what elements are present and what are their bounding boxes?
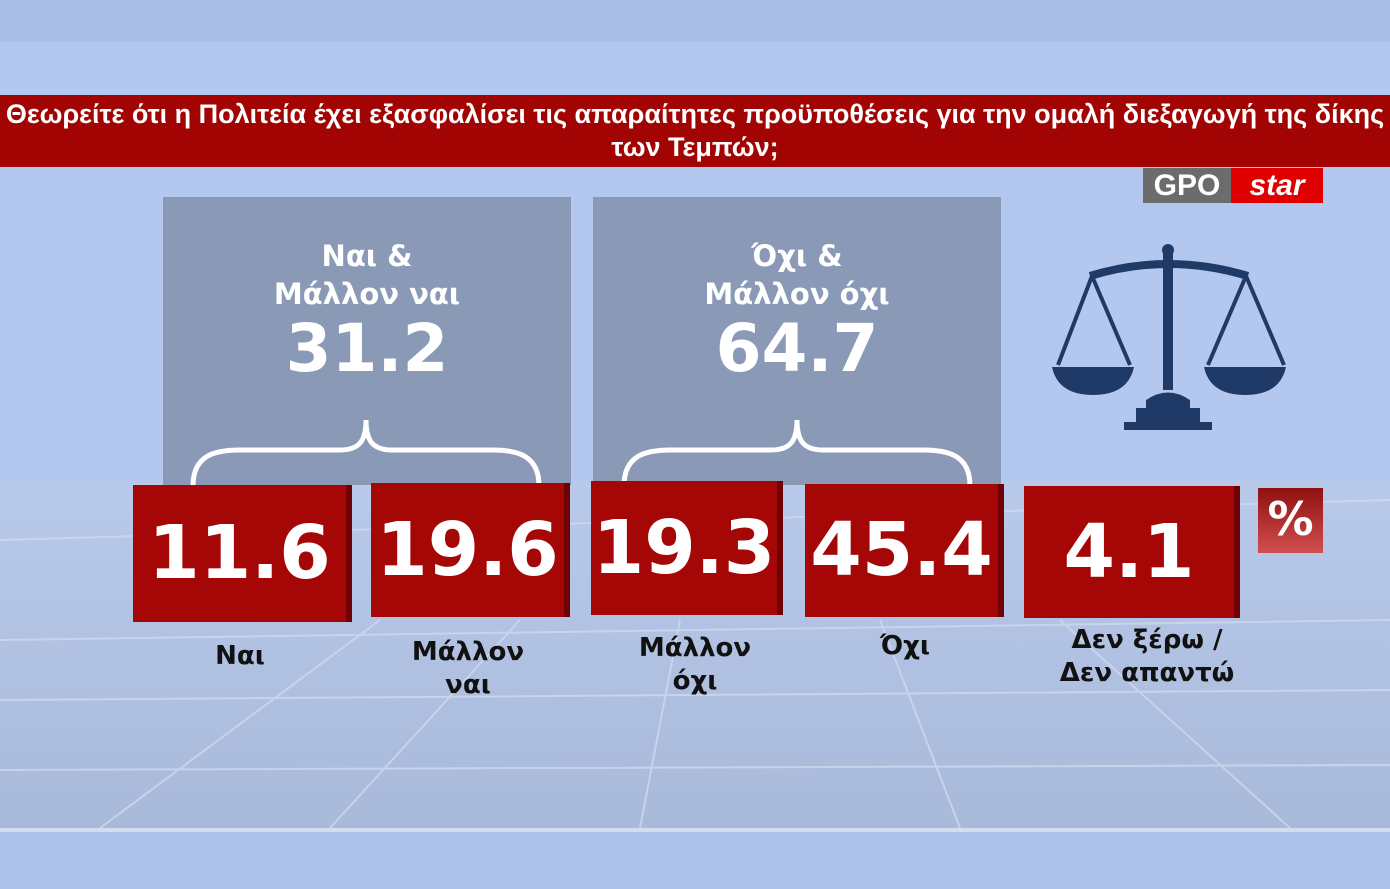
value-box-dont-know: 4.1 — [1024, 486, 1234, 618]
group-value: 64.7 — [715, 310, 879, 387]
logo-gpo: GPO — [1143, 168, 1231, 203]
top-band — [0, 0, 1390, 42]
category-label-no: Όχι — [879, 631, 931, 661]
gpo-star-logo: GPO star — [1143, 168, 1323, 203]
group-label: Ναι & Μάλλον ναι — [273, 239, 461, 311]
value-box-rather-yes: 19.6 — [371, 483, 564, 617]
group-label: Όχι & Μάλλον όχι — [704, 239, 890, 311]
percent-badge: % — [1258, 488, 1323, 553]
brace-no — [621, 419, 973, 487]
category-label-rather-yes: Μάλλον ναι — [411, 637, 525, 700]
value-box-no: 45.4 — [805, 484, 998, 617]
group-value: 31.2 — [285, 310, 449, 387]
scales-of-justice-icon — [1052, 244, 1286, 430]
category-label-rather-no: Μάλλον όχι — [638, 633, 752, 696]
category-label-yes: Ναι — [215, 641, 265, 671]
value-box-rather-no: 19.3 — [591, 481, 777, 615]
category-label-dont-know: Δεν ξέρω / Δεν απαντώ — [1059, 625, 1235, 688]
logo-star: star — [1231, 168, 1323, 203]
question-title: Θεωρείτε ότι η Πολιτεία έχει εξασφαλίσει… — [0, 95, 1390, 167]
value-box-yes: 11.6 — [133, 485, 346, 622]
brace-yes — [190, 419, 542, 487]
group-panel-no: Όχι & Μάλλον όχι 64.7 — [593, 197, 1001, 485]
bottom-band — [0, 828, 1390, 889]
